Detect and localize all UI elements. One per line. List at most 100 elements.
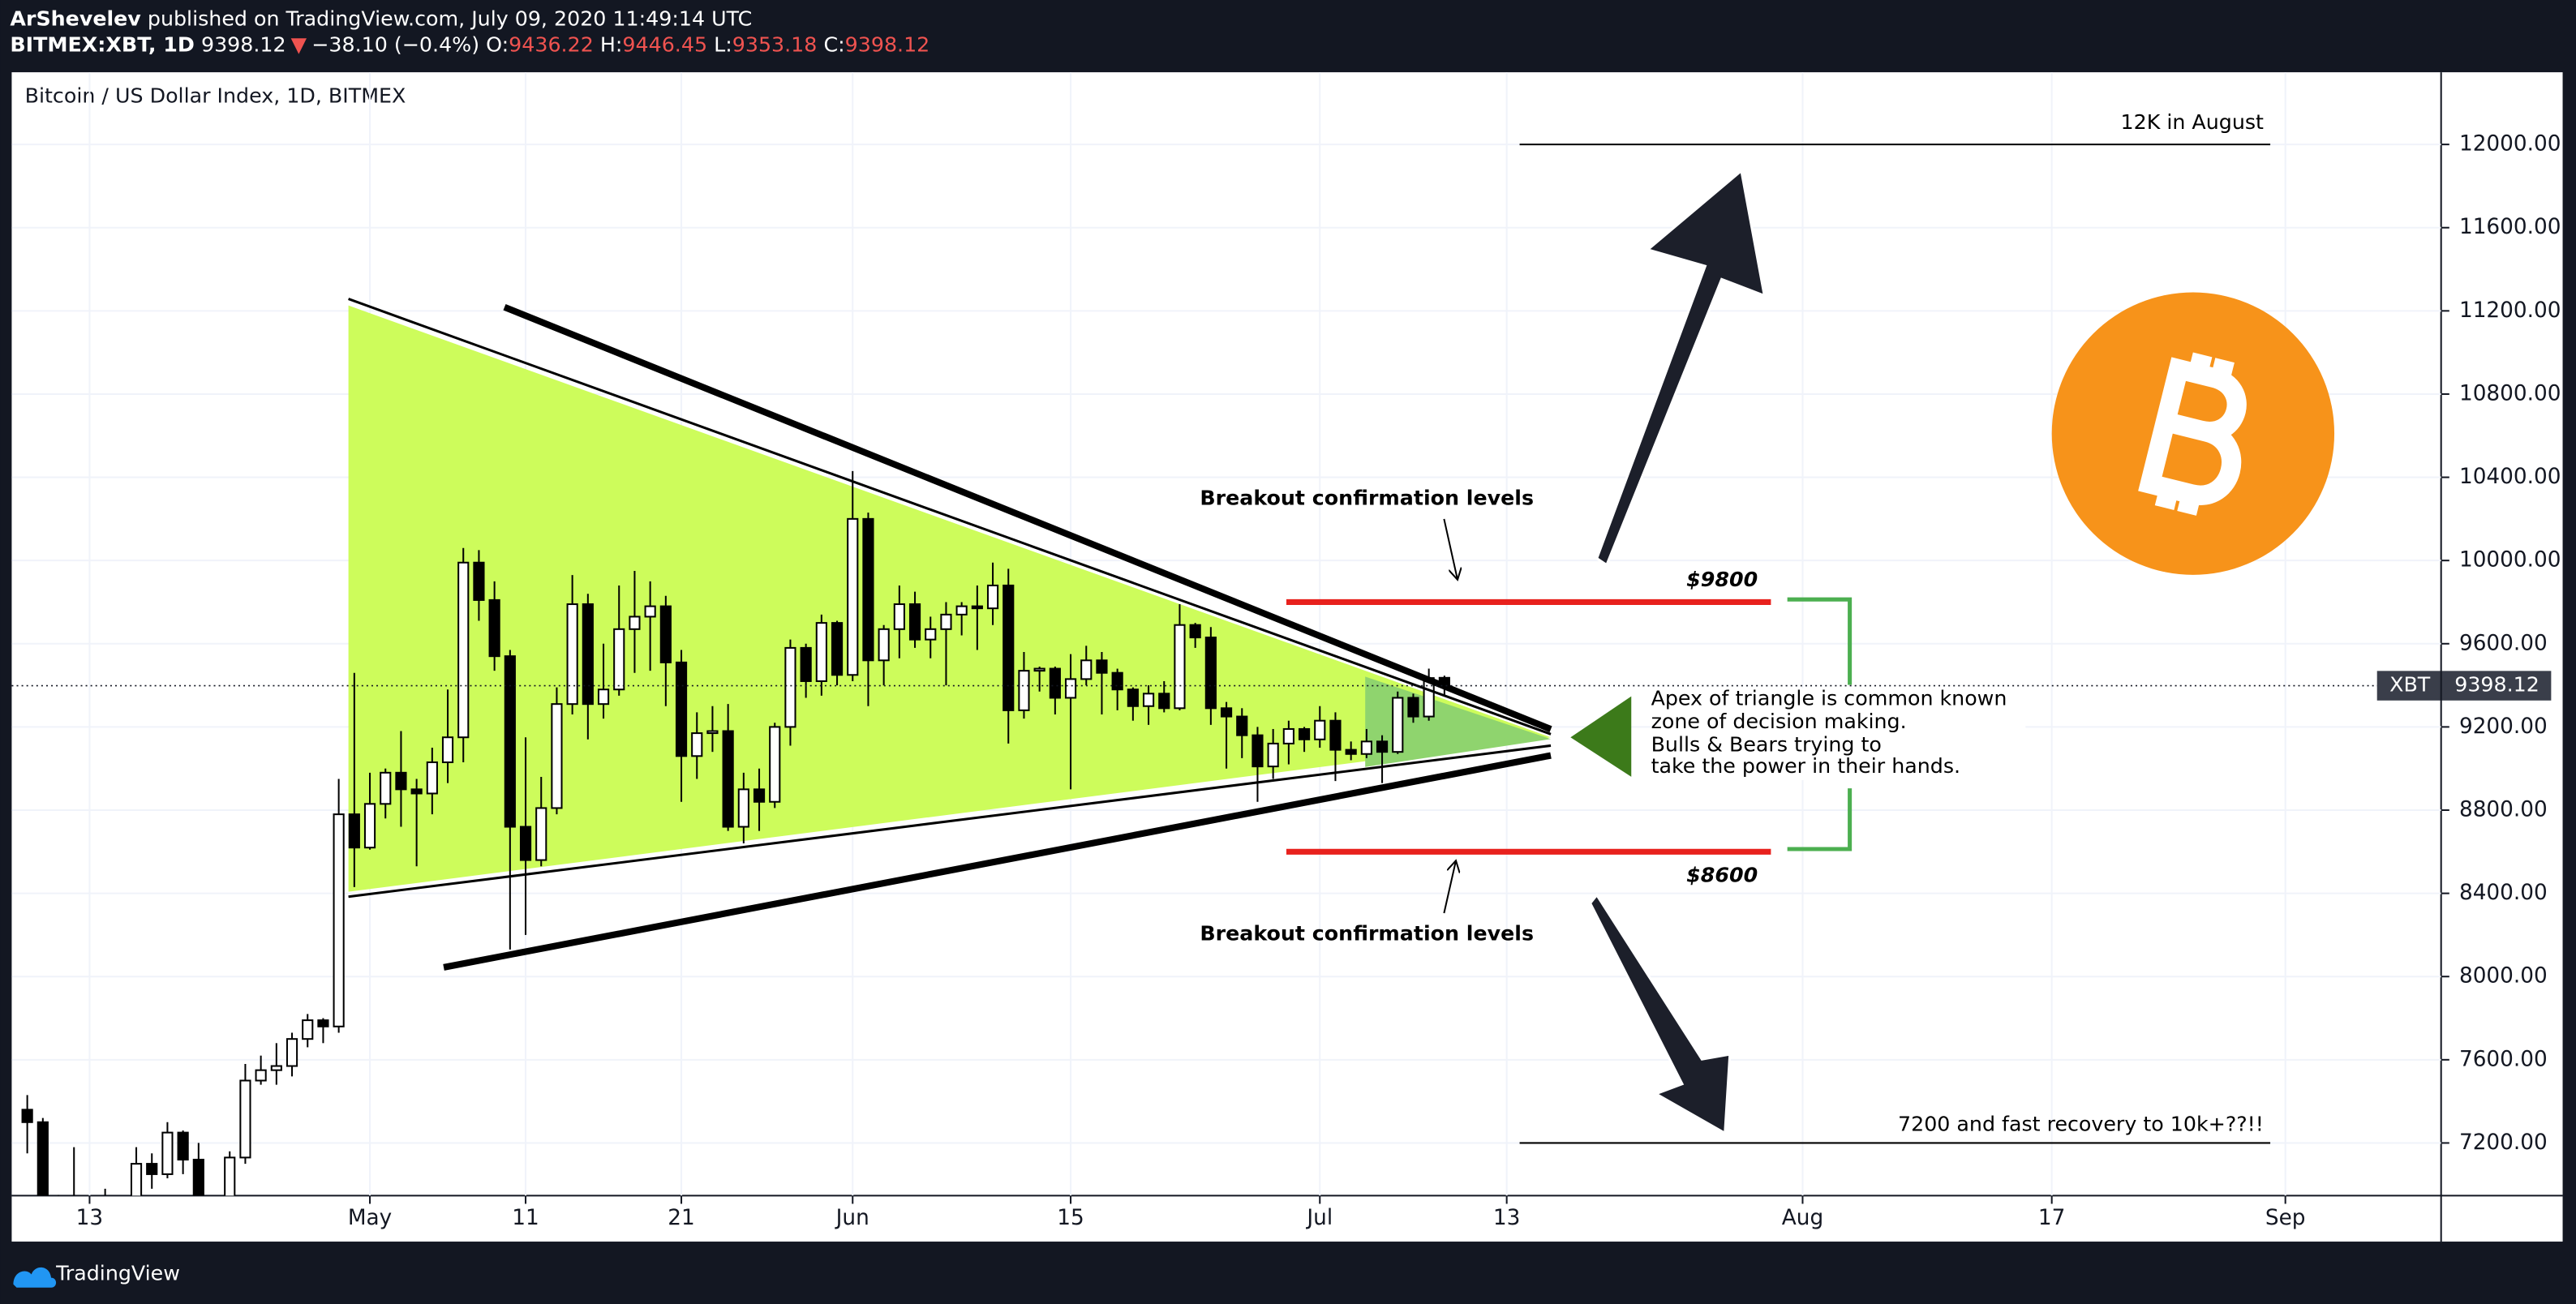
candle-body <box>333 813 345 1027</box>
down-arrow <box>1588 893 1732 1135</box>
apex-text: zone of decision making. <box>1651 710 1907 733</box>
x-tick-label: 17 <box>2038 1206 2065 1230</box>
y-tick-label: 8400.00 <box>2459 881 2548 905</box>
candle-body <box>955 605 968 616</box>
candle-body <box>410 788 423 795</box>
candle-body <box>1111 671 1123 691</box>
badge-price: 9398.12 <box>2454 673 2540 697</box>
candle-body <box>1282 727 1294 744</box>
candle-body <box>1096 659 1108 674</box>
candle-body <box>1049 667 1061 699</box>
candle-body <box>1018 670 1030 711</box>
candle-body <box>769 726 781 803</box>
y-tick-label: 9200.00 <box>2459 714 2548 739</box>
y-tick-label: 7600.00 <box>2459 1047 2548 1071</box>
ohlc-label: H: <box>600 33 623 57</box>
candle-body <box>426 761 438 795</box>
brand: TradingView <box>55 1262 180 1285</box>
candle-body <box>1252 734 1264 768</box>
candle-body <box>1345 749 1357 755</box>
candle-body <box>566 603 578 706</box>
candle-body <box>629 616 641 630</box>
candle-body <box>363 803 376 849</box>
change: −38.10 (−0.4%) <box>311 33 479 57</box>
candle-body <box>519 826 532 861</box>
x-tick-label: Jun <box>835 1206 869 1230</box>
candle-body <box>706 730 719 735</box>
candle-body <box>815 622 827 682</box>
candle-body <box>691 732 703 757</box>
candle-body <box>597 688 610 706</box>
x-tick-label: 13 <box>76 1206 103 1230</box>
candle-body <box>1407 697 1419 718</box>
candle-body <box>925 628 937 641</box>
candle-body <box>1204 637 1217 710</box>
candle-body <box>940 613 952 630</box>
candle-body <box>784 646 796 728</box>
y-tick-label: 10000.00 <box>2459 548 2561 573</box>
candle-body <box>971 605 983 610</box>
candle-body <box>286 1038 298 1067</box>
candle-body <box>36 1121 49 1196</box>
last-price: 9398.12 <box>201 33 286 57</box>
x-tick-label: Aug <box>1782 1206 1823 1230</box>
candle-body <box>270 1065 282 1071</box>
candle-body <box>722 730 734 828</box>
candle-body <box>862 517 874 662</box>
candle-body <box>239 1079 251 1159</box>
ohlc-label: O: <box>486 33 509 57</box>
author: ArShevelev <box>10 6 141 30</box>
candle-body <box>878 628 890 662</box>
candle-body <box>551 703 563 809</box>
candle-body <box>224 1156 236 1196</box>
candle-body <box>1298 727 1311 740</box>
candle-body <box>457 561 470 739</box>
apex-text: Apex of triangle is common known <box>1651 687 2007 710</box>
candle-body <box>908 603 921 641</box>
trendline <box>348 744 1552 899</box>
symbol: BITMEX:XBT, 1D <box>10 33 194 57</box>
apex-pointer <box>1570 696 1632 777</box>
level-label: $8600 <box>1686 864 1758 887</box>
change-arrow: ▼ <box>291 33 307 57</box>
candle-body <box>302 1019 314 1040</box>
candle-body <box>1220 707 1233 718</box>
y-tick-label: 11600.00 <box>2459 215 2561 239</box>
brand-logo <box>13 1267 57 1288</box>
drawings <box>21 168 2335 1196</box>
candle-body <box>1127 688 1139 707</box>
up-arrow <box>1595 168 1767 567</box>
y-tick-label: 8000.00 <box>2459 964 2548 989</box>
candle-body <box>1392 697 1404 753</box>
candle-body <box>893 603 905 630</box>
candle-body <box>582 603 594 706</box>
candles <box>21 470 1450 1196</box>
candle-body <box>177 1131 189 1160</box>
candle-body <box>488 598 500 658</box>
candle-body <box>1158 693 1170 710</box>
candle-body <box>753 788 766 803</box>
y-tick-label: 8800.00 <box>2459 797 2548 821</box>
y-tick-label: 9600.00 <box>2459 631 2548 655</box>
candle-body <box>395 771 407 791</box>
candle-body <box>1376 740 1389 753</box>
candle-body <box>831 622 844 676</box>
candle-body <box>847 517 859 676</box>
x-tick-label: 13 <box>1493 1206 1520 1230</box>
annotation: 7200 and fast recovery to 10k+??!! <box>1898 1112 2264 1135</box>
ohlc-value: 9436.22 <box>509 33 594 57</box>
triangle-fill <box>348 305 1552 892</box>
candle-body <box>737 788 749 828</box>
ohlc-value: 9353.18 <box>732 33 818 57</box>
trendline <box>348 298 1552 736</box>
candle-body <box>1236 715 1248 736</box>
candle-body <box>613 628 625 691</box>
candle-body <box>504 655 516 828</box>
candle-body <box>800 646 812 682</box>
x-tick-label: Sep <box>2265 1206 2306 1230</box>
apex-text: take the power in their hands. <box>1651 754 1961 778</box>
y-tick-label: 10800.00 <box>2459 381 2561 405</box>
candle-body <box>130 1163 143 1196</box>
